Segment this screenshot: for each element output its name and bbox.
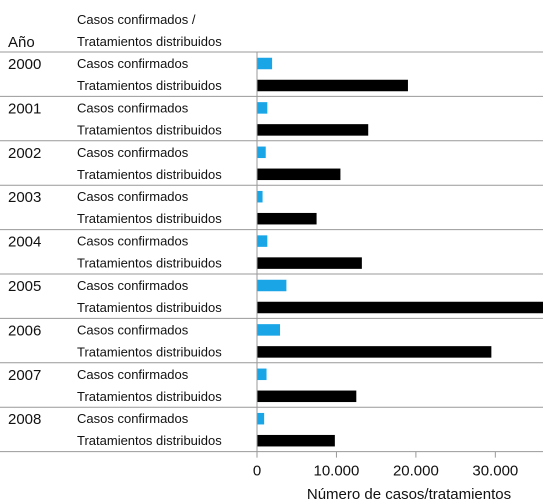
bar-tratamientos-distribuidos [257, 212, 317, 225]
series-row-label: Tratamientos distribuidos [77, 211, 222, 226]
bar-casos-confirmados [257, 190, 263, 203]
series-row-label: Casos confirmados [77, 411, 189, 426]
year-label: 2002 [8, 145, 41, 162]
bar-tratamientos-distribuidos [257, 346, 492, 358]
series-row-label: Casos confirmados [77, 145, 189, 160]
bar-tratamientos-distribuidos [257, 124, 369, 136]
series-row-label: Casos confirmados [77, 189, 189, 204]
series-row-label: Tratamientos distribuidos [77, 344, 222, 359]
series-row-label: Casos confirmados [77, 322, 189, 337]
series-row-label: Tratamientos distribuidos [77, 433, 222, 448]
year-label: 2003 [8, 189, 41, 206]
year-label: 2005 [8, 278, 41, 295]
series-row-label: Tratamientos distribuidos [77, 389, 222, 404]
x-tick-label: 20.000 [393, 463, 439, 480]
series-row-label: Tratamientos distribuidos [77, 300, 222, 315]
series-row-label: Casos confirmados [77, 278, 189, 293]
year-header: Año [8, 34, 35, 51]
bar-casos-confirmados [257, 412, 265, 425]
bar-tratamientos-distribuidos [257, 390, 357, 403]
category-header-line2: Tratamientos distribuidos [77, 34, 222, 49]
series-row-label: Casos confirmados [77, 56, 189, 71]
bar-tratamientos-distribuidos [257, 168, 341, 181]
year-label: 2004 [8, 234, 41, 251]
year-label: 2007 [8, 367, 41, 384]
bar-tratamientos-distribuidos [257, 79, 408, 92]
year-label: 2001 [8, 100, 41, 117]
bar-casos-confirmados [257, 279, 287, 292]
year-label: 2006 [8, 322, 41, 339]
bar-tratamientos-distribuidos [257, 257, 362, 269]
x-tick-label: 10.000 [313, 463, 359, 480]
bar-casos-confirmados [257, 235, 268, 247]
series-row-label: Casos confirmados [77, 100, 189, 115]
series-row-label: Tratamientos distribuidos [77, 78, 222, 93]
bar-casos-confirmados [257, 102, 268, 114]
year-label: 2008 [8, 411, 41, 428]
x-tick-label: 30.000 [472, 463, 518, 480]
series-row-label: Casos confirmados [77, 367, 189, 382]
bar-tratamientos-distribuidos [257, 434, 335, 447]
year-label: 2000 [8, 56, 41, 73]
series-row-label: Casos confirmados [77, 234, 189, 249]
x-axis-title: Número de casos/tratamientos [307, 486, 511, 503]
category-header-line1: Casos confirmados / [77, 12, 196, 27]
series-row-label: Tratamientos distribuidos [77, 122, 222, 137]
bar-casos-confirmados [257, 57, 273, 70]
x-tick-label: 0 [253, 463, 261, 480]
series-row-label: Tratamientos distribuidos [77, 167, 222, 182]
bar-casos-confirmados [257, 324, 281, 336]
bar-casos-confirmados [257, 146, 266, 159]
bar-tratamientos-distribuidos [257, 301, 543, 314]
series-row-label: Tratamientos distribuidos [77, 256, 222, 271]
bar-casos-confirmados [257, 368, 267, 381]
